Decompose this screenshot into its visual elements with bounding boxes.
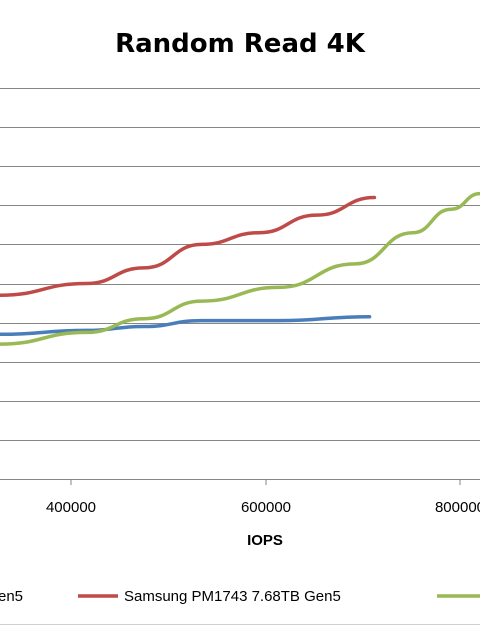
x-tick-label: 800000 — [435, 499, 480, 516]
x-tick-label: 600000 — [241, 499, 291, 516]
legend-label-1: en5 — [0, 588, 23, 605]
series-lines — [0, 191, 480, 346]
legend-label-2: Samsung PM1743 7.68TB Gen5 — [124, 588, 341, 605]
series-line-3 — [0, 191, 480, 346]
x-tick-label: 400000 — [46, 499, 96, 516]
legend: en5 Samsung PM1743 7.68TB Gen5 — [0, 588, 480, 605]
x-axis-label: IOPS — [247, 532, 283, 549]
x-axis-ticks: 400000 600000 800000 — [46, 479, 480, 516]
series-line-1 — [0, 314, 372, 337]
chart-title: Random Read 4K — [115, 29, 366, 59]
series-line-2 — [0, 195, 377, 297]
